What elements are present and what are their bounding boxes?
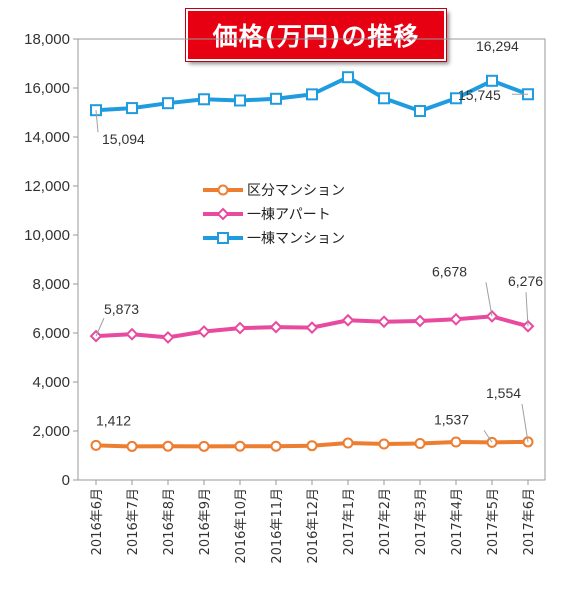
data-label: 1,554 bbox=[486, 385, 521, 401]
data-label: 15,094 bbox=[102, 131, 145, 147]
data-point bbox=[270, 92, 282, 105]
y-tick-label: 14,000 bbox=[24, 129, 70, 146]
leader-line bbox=[485, 282, 493, 317]
data-point bbox=[125, 327, 139, 341]
data-label: 5,873 bbox=[104, 301, 139, 317]
data-point bbox=[341, 313, 355, 327]
data-point bbox=[450, 92, 462, 105]
leader-line bbox=[483, 430, 493, 443]
data-point bbox=[90, 439, 102, 451]
data-point bbox=[269, 320, 283, 334]
data-point bbox=[234, 440, 246, 452]
chart-title: 価格(万円)の推移 bbox=[186, 9, 446, 61]
x-tick-label: 2016年6月 bbox=[90, 488, 105, 555]
legend-label: 区分マンション bbox=[247, 183, 345, 199]
data-point bbox=[486, 74, 498, 87]
data-label: 15,745 bbox=[458, 87, 501, 103]
data-point bbox=[270, 440, 282, 452]
data-point bbox=[342, 437, 354, 449]
x-tick-label: 2016年11月 bbox=[270, 488, 285, 564]
data-point bbox=[449, 312, 463, 326]
x-tick-label: 2016年9月 bbox=[198, 488, 213, 555]
y-tick-label: 12,000 bbox=[24, 178, 70, 195]
x-tick-label: 2017年2月 bbox=[378, 488, 393, 555]
x-tick-label: 2016年10月 bbox=[234, 488, 249, 564]
y-tick-label: 2,000 bbox=[32, 423, 70, 440]
data-point bbox=[197, 325, 211, 338]
legend-label: 一棟アパート bbox=[247, 207, 331, 223]
data-point bbox=[89, 329, 103, 343]
leader-line bbox=[525, 292, 529, 327]
x-tick-label: 2016年12月 bbox=[306, 488, 321, 564]
leader-line bbox=[95, 110, 99, 133]
data-label: 6,276 bbox=[508, 273, 543, 289]
y-tick-label: 18,000 bbox=[24, 31, 70, 48]
data-labels-group: 1,412 1,537 1,554 5,873 6,678 6,276 15,094 16,2… bbox=[95, 38, 543, 443]
y-tick-label: 6,000 bbox=[32, 325, 70, 342]
y-tick-label: 0 bbox=[62, 472, 70, 489]
data-point bbox=[414, 105, 426, 118]
data-label: 1,537 bbox=[434, 411, 469, 427]
data-point bbox=[126, 102, 138, 115]
data-point bbox=[234, 94, 246, 107]
data-point bbox=[198, 440, 210, 452]
x-tick-label: 2017年1月 bbox=[342, 488, 357, 555]
series-group bbox=[89, 71, 535, 452]
x-tick-label: 2017年3月 bbox=[414, 488, 429, 555]
data-label: 1,412 bbox=[96, 412, 131, 428]
data-point bbox=[413, 314, 427, 328]
y-tick-label: 10,000 bbox=[24, 227, 70, 244]
data-point bbox=[198, 93, 210, 106]
legend-marker bbox=[216, 207, 230, 221]
legend-label: 一棟マンション bbox=[247, 231, 345, 247]
y-tick-label: 16,000 bbox=[24, 80, 70, 97]
x-tick-label: 2017年4月 bbox=[450, 488, 465, 555]
x-tick-label: 2016年8月 bbox=[162, 488, 177, 555]
x-tick-label: 2017年6月 bbox=[522, 488, 537, 555]
data-point bbox=[450, 436, 462, 448]
y-tick-label: 4,000 bbox=[32, 374, 70, 391]
leader-line bbox=[521, 403, 529, 443]
leader-line bbox=[95, 317, 105, 337]
data-point bbox=[378, 92, 390, 105]
data-label: 6,678 bbox=[432, 263, 467, 279]
data-point bbox=[342, 71, 354, 84]
axes-group: 0 2,000 4,000 6,000 8,000 10,000 12,000 14,000 1… bbox=[24, 31, 546, 564]
data-point bbox=[162, 440, 174, 452]
data-point bbox=[378, 438, 390, 450]
x-tick-label: 2016年7月 bbox=[126, 488, 141, 555]
data-point bbox=[126, 440, 138, 452]
data-point bbox=[377, 315, 391, 329]
data-label: 16,294 bbox=[476, 38, 519, 54]
data-point bbox=[306, 88, 318, 101]
x-tick-label: 2017年5月 bbox=[486, 488, 501, 555]
data-point bbox=[233, 321, 247, 335]
legend-marker bbox=[217, 184, 229, 196]
data-point bbox=[414, 437, 426, 449]
data-point bbox=[306, 440, 318, 452]
data-point bbox=[305, 321, 319, 335]
data-point bbox=[161, 330, 175, 344]
legend-marker bbox=[217, 232, 229, 244]
data-point bbox=[162, 97, 174, 110]
y-tick-label: 8,000 bbox=[32, 276, 70, 293]
